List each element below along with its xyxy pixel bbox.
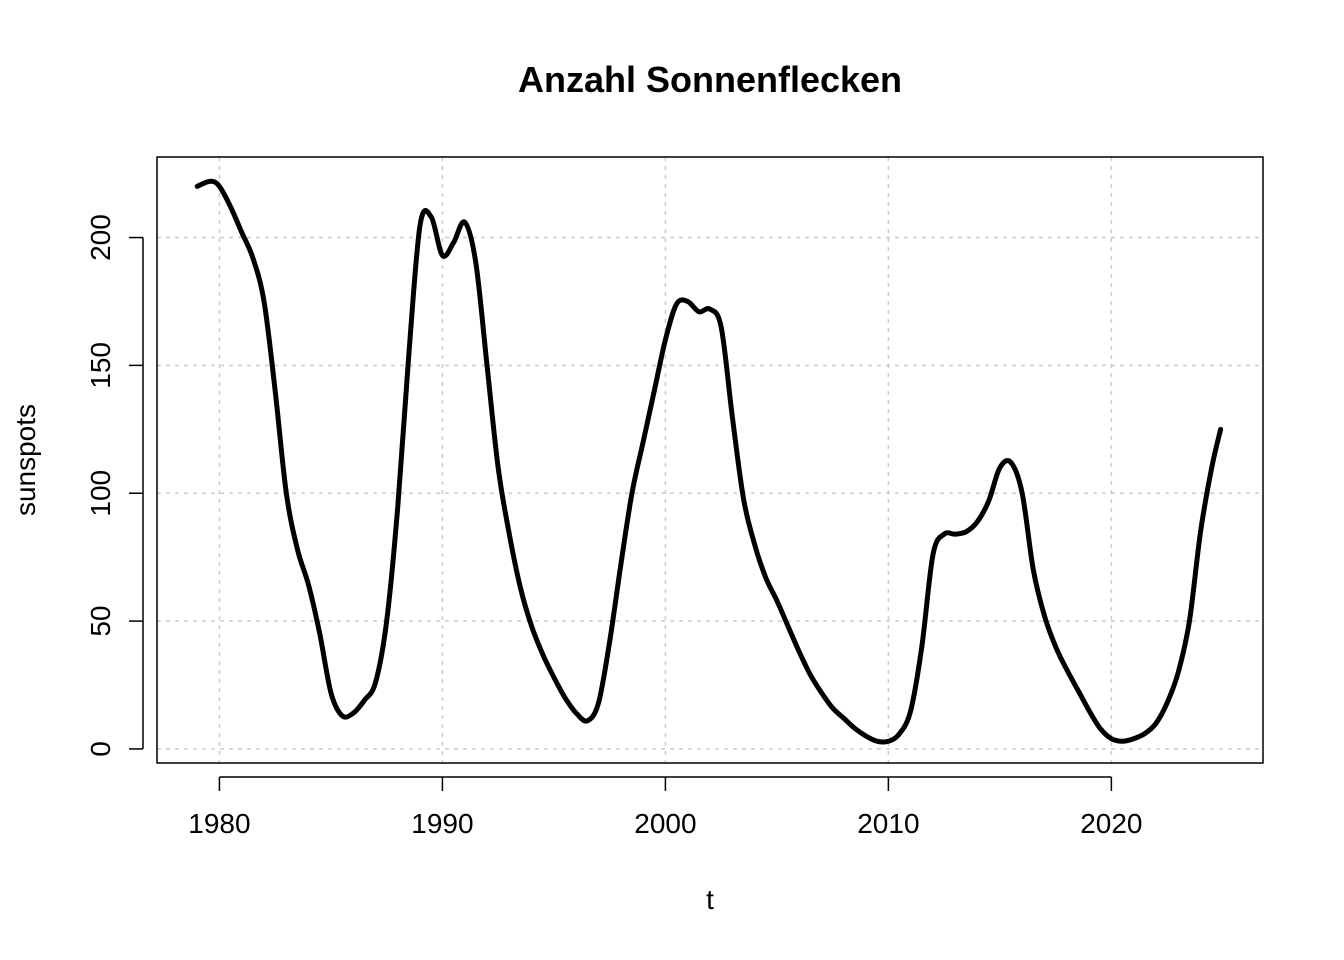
grid — [157, 157, 1263, 763]
x-tick-label: 2010 — [857, 808, 919, 839]
x-tick-label: 2000 — [634, 808, 696, 839]
y-tick-label: 0 — [85, 741, 116, 757]
plot-frame — [156, 156, 1264, 764]
x-axis-label: t — [706, 884, 714, 915]
chart-title: Anzahl Sonnenflecken — [518, 59, 902, 100]
x-axis: 1980 1990 2000 2010 2020 — [188, 776, 1143, 839]
y-tick-label: 150 — [85, 342, 116, 389]
x-tick-label: 2020 — [1080, 808, 1142, 839]
y-tick-label: 50 — [85, 606, 116, 637]
x-tick-label: 1980 — [188, 808, 250, 839]
x-tick-label: 1990 — [411, 808, 473, 839]
y-tick-label: 100 — [85, 470, 116, 517]
y-axis-label: sunspots — [10, 404, 41, 516]
series-line — [194, 178, 1224, 745]
y-axis: 0 50 100 150 200 — [85, 214, 144, 757]
y-tick-label: 200 — [85, 214, 116, 261]
